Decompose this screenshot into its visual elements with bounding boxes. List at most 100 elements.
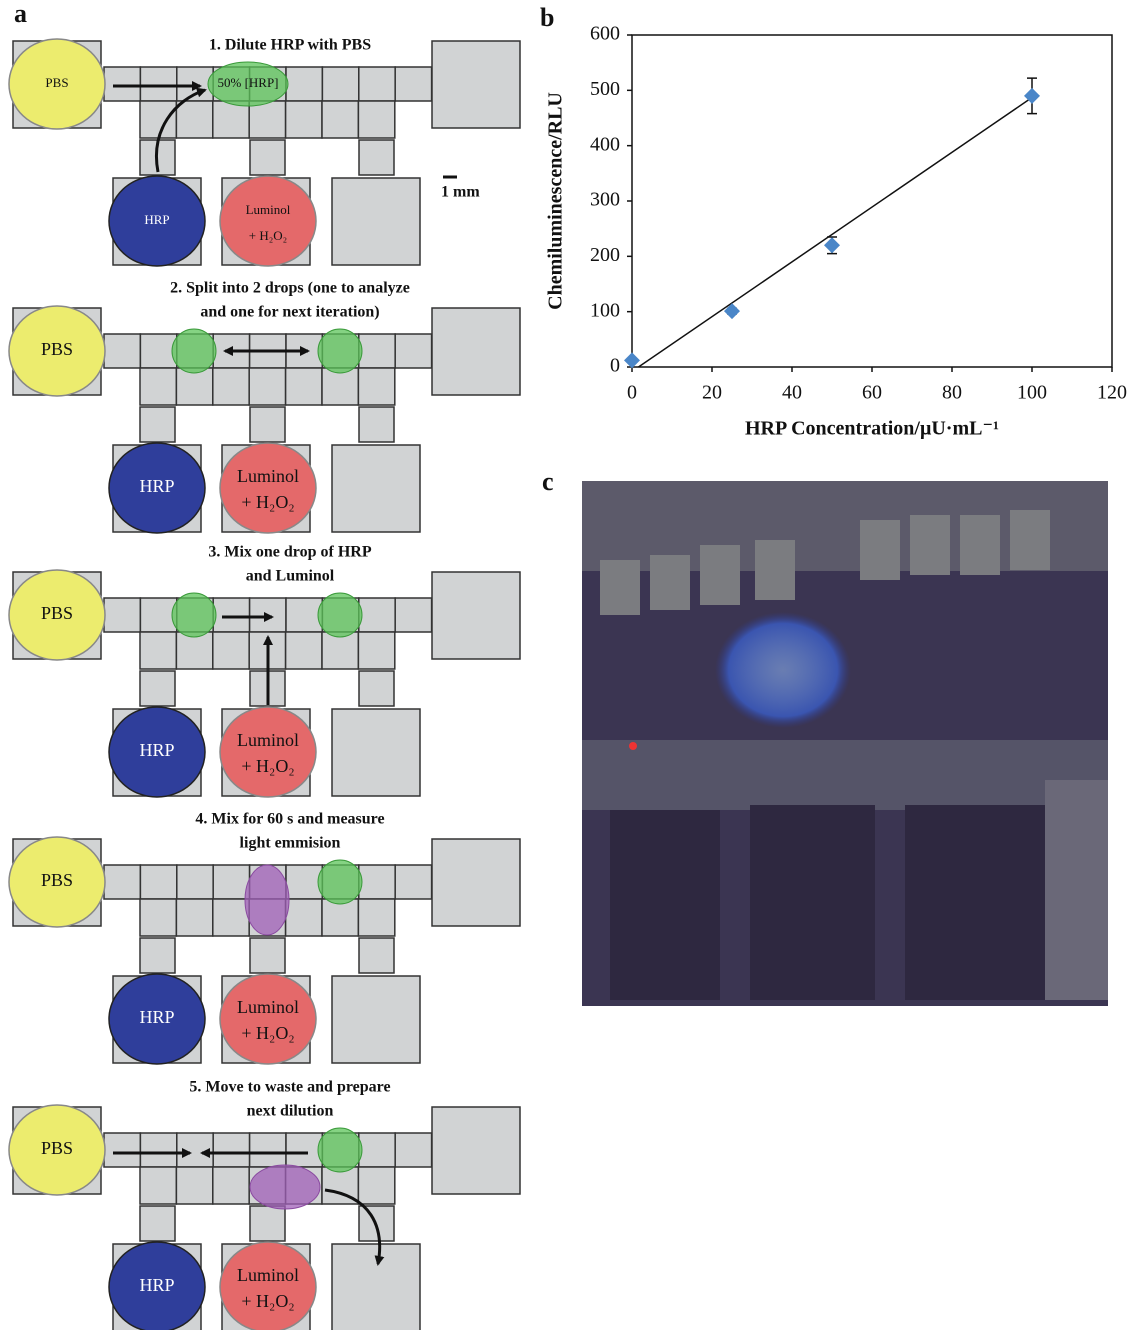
x-tick-label: 80 [942, 382, 962, 404]
drop [318, 593, 362, 637]
panel-label: a [14, 0, 27, 28]
electrode [104, 334, 140, 368]
drop [245, 865, 289, 935]
electrode [322, 101, 358, 138]
reservoir-label: + H₂O₂ [241, 1291, 294, 1311]
luminol-drop [220, 176, 316, 266]
x-axis-label: HRP Concentration/μU·mL⁻¹ [745, 418, 999, 440]
y-tick-label: 400 [590, 133, 620, 155]
step-title: and one for next iteration) [200, 304, 379, 321]
reservoir-label: + H₂O₂ [241, 756, 294, 776]
drop [250, 1165, 320, 1209]
step: 4. Mix for 60 s and measurelight emmisio… [9, 811, 520, 1064]
electrode [286, 101, 322, 138]
electrode [395, 1133, 431, 1167]
luminol-drop [220, 974, 316, 1064]
reservoir-label: + H₂O₂ [241, 492, 294, 512]
reservoir-label: HRP [139, 1275, 174, 1295]
electrode [249, 101, 285, 138]
luminol-drop [220, 707, 316, 797]
electrode [177, 1133, 213, 1167]
x-tick-label: 60 [862, 382, 882, 404]
electrode [322, 899, 358, 936]
reservoir-label: + H₂O₂ [249, 228, 287, 243]
electrode [250, 1133, 286, 1167]
electrode [177, 865, 213, 899]
reservoir-label: Luminol [246, 202, 291, 217]
electrode [249, 368, 285, 405]
electrode [286, 899, 322, 936]
data-point [724, 303, 740, 319]
electrode [250, 938, 285, 973]
photo [582, 481, 1108, 1006]
reservoir-label: PBS [41, 339, 73, 359]
electrode [358, 101, 394, 138]
electrode [140, 334, 176, 368]
reservoir-label: HRP [139, 476, 174, 496]
electrode [359, 598, 395, 632]
reservoir-label: Luminol [237, 730, 299, 750]
electrode [140, 67, 176, 101]
x-tick-label: 120 [1097, 382, 1127, 404]
electrode [250, 598, 286, 632]
chart: 0100200300400500600020406080100120HRP Co… [545, 23, 1127, 440]
reservoir-label: HRP [144, 212, 169, 227]
electrode [286, 632, 322, 669]
step-title: and Luminol [246, 568, 335, 585]
reservoir-label: PBS [41, 603, 73, 623]
electrode [104, 67, 140, 101]
reservoir-label: Luminol [237, 997, 299, 1017]
electrode [213, 865, 249, 899]
electrode [395, 334, 431, 368]
electrode [140, 1206, 175, 1241]
electrode [140, 1167, 176, 1204]
electrode [213, 598, 249, 632]
electrode [359, 407, 394, 442]
y-tick-label: 100 [590, 299, 620, 321]
electrode [286, 67, 322, 101]
electrode [358, 632, 394, 669]
reservoir-label: HRP [139, 1007, 174, 1027]
drop [318, 329, 362, 373]
waste-pad [432, 1107, 520, 1194]
luminol-drop [220, 1242, 316, 1330]
reservoir-label: PBS [41, 1138, 73, 1158]
electrode [140, 671, 175, 706]
x-tick-label: 100 [1017, 382, 1047, 404]
luminol-drop [220, 443, 316, 533]
electrode [395, 865, 431, 899]
electrode [322, 632, 358, 669]
plot-frame [632, 35, 1112, 367]
electrode [358, 368, 394, 405]
y-axis-label: Chemiluminescence/RLU [545, 92, 567, 310]
electrode [140, 368, 176, 405]
y-tick-label: 0 [610, 355, 620, 377]
electrode [322, 368, 358, 405]
drop [318, 860, 362, 904]
waste-pad [432, 839, 520, 926]
y-tick-label: 200 [590, 244, 620, 266]
electrode [359, 67, 395, 101]
reservoir-pad [332, 1244, 420, 1330]
fit-line [632, 98, 1032, 372]
electrode [140, 938, 175, 973]
electrode [250, 1206, 285, 1241]
data-point [824, 237, 840, 253]
reservoir-label: HRP [139, 740, 174, 760]
step-title: next dilution [247, 1103, 334, 1120]
step-title: 2. Split into 2 drops (one to analyze [170, 280, 410, 297]
y-tick-label: 300 [590, 189, 620, 211]
electrode [322, 67, 358, 101]
electrode [176, 632, 212, 669]
waste-pad [432, 308, 520, 395]
figure: a b c 1. Dilute HRP with PBS50% [HRP]PBS… [0, 0, 1135, 1330]
step: 5. Move to waste and preparenext dilutio… [9, 1079, 520, 1330]
step: 2. Split into 2 drops (one to analyze and… [9, 280, 520, 533]
step: 3. Mix one drop of HRPand LuminolPBSHRPL… [9, 544, 520, 797]
reservoir-label: PBS [41, 870, 73, 890]
electrode [176, 1167, 212, 1204]
reservoir-label: + H₂O₂ [241, 1023, 294, 1043]
electrode [140, 899, 176, 936]
scale-bar-label: 1 mm [441, 184, 480, 201]
